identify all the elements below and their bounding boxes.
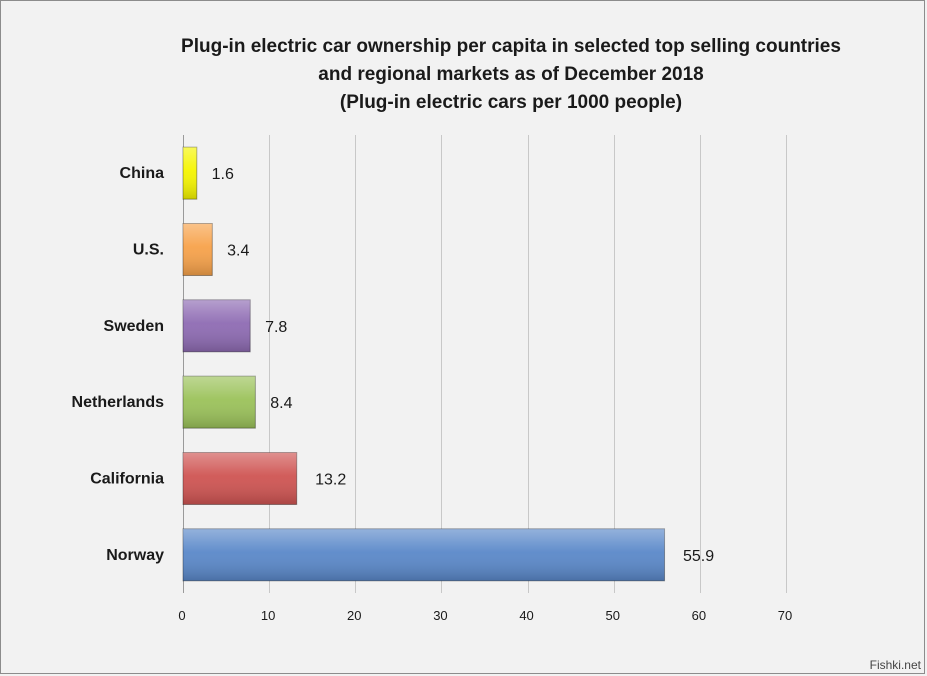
x-tick-label-20: 20 bbox=[347, 608, 361, 623]
x-tick-label-30: 30 bbox=[433, 608, 447, 623]
data-label-sweden: 7.8 bbox=[265, 319, 287, 336]
data-label-china: 1.6 bbox=[212, 166, 234, 183]
bars bbox=[182, 146, 666, 582]
data-labels: 1.6 3.4 7.8 8.4 13.2 55.9 bbox=[212, 166, 715, 565]
data-label-norway: 55.9 bbox=[683, 548, 714, 565]
data-label-netherlands: 8.4 bbox=[270, 395, 292, 412]
bar-shading-norway bbox=[183, 528, 665, 581]
bar-shading-california bbox=[183, 452, 297, 505]
category-label-norway: Norway bbox=[106, 547, 164, 564]
x-tick-label-60: 60 bbox=[692, 608, 706, 623]
data-label-california: 13.2 bbox=[315, 472, 346, 489]
chart-title: Plug-in electric car ownership per capit… bbox=[181, 36, 841, 113]
bar-shading-sweden bbox=[183, 299, 251, 352]
category-labels: China U.S. Sweden Netherlands California Norw… bbox=[72, 165, 165, 564]
chart-title-line-2: and regional markets as of December 2018 bbox=[318, 64, 703, 85]
category-label-netherlands: Netherlands bbox=[72, 394, 165, 411]
x-axis-tick-labels: 0 10 20 30 40 50 60 70 bbox=[178, 608, 792, 623]
watermark: Fishki.net bbox=[869, 658, 921, 672]
x-tick-label-40: 40 bbox=[519, 608, 533, 623]
bar-shading-netherlands bbox=[183, 376, 256, 429]
data-label-u-s: 3.4 bbox=[227, 243, 249, 260]
bar-shading-u-s bbox=[183, 223, 213, 276]
chart-title-line-3: (Plug-in electric cars per 1000 people) bbox=[340, 92, 682, 113]
category-label-u-s: U.S. bbox=[133, 242, 164, 259]
x-tick-label-50: 50 bbox=[605, 608, 619, 623]
x-tick-label-10: 10 bbox=[261, 608, 275, 623]
category-label-china: China bbox=[120, 165, 165, 182]
bar-shading-china bbox=[183, 147, 197, 200]
category-label-sweden: Sweden bbox=[104, 318, 164, 335]
gridlines bbox=[183, 135, 787, 593]
x-tick-label-0: 0 bbox=[178, 608, 185, 623]
x-tick-label-70: 70 bbox=[778, 608, 792, 623]
chart-title-line-1: Plug-in electric car ownership per capit… bbox=[181, 36, 841, 57]
category-label-california: California bbox=[90, 471, 164, 488]
